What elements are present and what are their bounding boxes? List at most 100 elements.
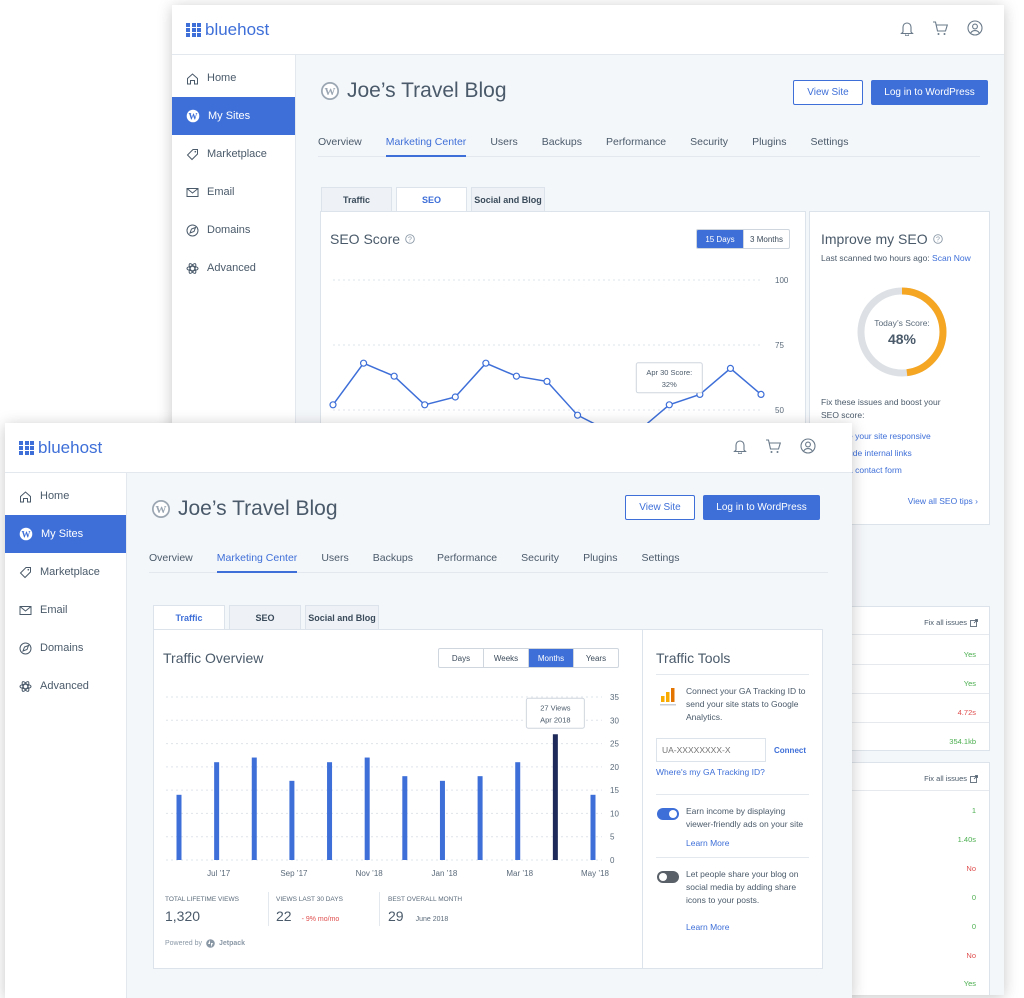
wordpress-icon: W [321,82,339,100]
site-nav-tabs: Overview Marketing Center Users Backups … [318,133,980,157]
sidebar-item-email[interactable]: Email [172,173,295,211]
data-point [421,401,429,409]
ads-toggle[interactable] [657,808,679,820]
data-point [512,372,521,380]
fix-all-issues-link[interactable]: Fix all issues [924,772,978,785]
login-wordpress-button[interactable]: Log in to WordPress [871,80,988,105]
user-icon[interactable] [800,438,816,454]
x-tick-label: Jul ’17 [207,869,231,878]
sidebar-item-my-sites[interactable]: W My Sites [172,97,295,135]
fix-issues-text: Fix these issues and boost your SEO scor… [821,397,941,420]
range-15-days[interactable]: 15 Days [697,230,743,248]
range-months[interactable]: Months [528,649,573,667]
share-toggle[interactable] [657,871,679,883]
tab-backups[interactable]: Backups [541,136,583,148]
sidebar-item-marketplace[interactable]: Marketplace [5,553,126,591]
seo-tip-1[interactable]: e your site responsive [848,431,931,441]
tab-users[interactable]: Users [490,136,518,148]
tab-backups[interactable]: Backups [372,552,414,564]
wordpress-icon: W [19,527,33,541]
tab-marketing-center[interactable]: Marketing Center [216,549,298,573]
sidebar-item-domains[interactable]: Domains [172,211,295,249]
tab-settings[interactable]: Settings [810,136,849,148]
x-tick-label: Mar ’18 [506,869,533,878]
fix-all-issues-link[interactable]: Fix all issues [924,616,978,629]
wordpress-icon: W [152,500,170,518]
subtab-seo[interactable]: SEO [396,187,467,212]
subtab-social-blog[interactable]: Social and Blog [471,187,545,212]
ga-tracking-id-input[interactable] [656,738,766,762]
sidebar-item-advanced[interactable]: Advanced [172,249,295,287]
y-tick-label: 15 [610,786,619,795]
seo-tip-2[interactable]: ude internal links [848,448,912,458]
where-ga-id-link[interactable]: Where's my GA Tracking ID? [656,767,765,777]
login-wordpress-button[interactable]: Log in to WordPress [703,495,820,520]
user-icon[interactable] [967,20,983,36]
issue-value: 4.72s [957,708,976,717]
y-tick-label: 35 [610,693,619,702]
tab-security[interactable]: Security [690,136,729,148]
traffic-bar [590,794,596,860]
view-site-button[interactable]: View Site [625,495,695,520]
traffic-range-toggle: Days Weeks Months Years [438,648,619,668]
help-icon[interactable]: ? [932,234,943,244]
bell-icon[interactable] [733,439,747,454]
powered-by-jetpack: Powered by Jetpack [165,939,246,948]
subtab-social-blog[interactable]: Social and Blog [305,605,379,630]
tab-performance[interactable]: Performance [606,136,667,148]
tab-overview[interactable]: Overview [318,136,362,148]
data-point [451,393,459,401]
subtab-traffic[interactable]: Traffic [153,605,225,630]
top-bar: bluehost [172,5,1004,55]
traffic-bar [402,776,408,860]
connect-button[interactable]: Connect [774,746,806,755]
range-3-months[interactable]: 3 Months [743,230,789,248]
sidebar-item-marketplace[interactable]: Marketplace [172,135,295,173]
tab-settings[interactable]: Settings [641,552,680,564]
traffic-bar [552,734,558,860]
cart-icon[interactable] [765,438,782,454]
range-days[interactable]: Days [451,653,471,663]
bell-icon[interactable] [900,21,914,36]
range-weeks[interactable]: Weeks [483,649,528,667]
tab-plugins[interactable]: Plugins [752,136,787,148]
data-point [329,401,337,409]
compass-icon [19,642,32,654]
tab-plugins[interactable]: Plugins [583,552,618,564]
share-learn-more[interactable]: Learn More [686,922,730,932]
subtab-traffic[interactable]: Traffic [321,187,392,212]
bluehost-logo[interactable]: bluehost [186,20,269,40]
range-years[interactable]: Years [573,649,618,667]
tooltip-value: 32% [662,380,677,389]
issue-value: 0 [971,893,976,902]
x-tick-label: Nov ’18 [356,869,384,878]
cart-icon[interactable] [932,20,949,36]
sidebar-item-advanced[interactable]: Advanced [5,667,126,705]
tag-icon [19,566,31,578]
sidebar-item-email[interactable]: Email [5,591,126,629]
tab-marketing-center[interactable]: Marketing Center [385,133,467,157]
tab-security[interactable]: Security [521,552,560,564]
issue-value: No [966,951,976,960]
ads-learn-more[interactable]: Learn More [686,838,730,848]
bluehost-logo[interactable]: bluehost [19,438,102,458]
view-site-button[interactable]: View Site [793,80,863,105]
page-title: W Joe’s Travel Blog [320,79,507,103]
traffic-tools-title: Traffic Tools [656,650,731,666]
tab-users[interactable]: Users [321,552,349,564]
sidebar-item-my-sites[interactable]: W My Sites [5,515,126,553]
tab-overview[interactable]: Overview [149,552,193,564]
traffic-bar [439,780,445,860]
tab-performance[interactable]: Performance [437,552,498,564]
sidebar-item-home[interactable]: Home [5,477,126,515]
svg-text:W: W [22,530,31,540]
seo-tip-3[interactable]: a contact form [848,465,902,475]
tooltip-views: 27 Views [540,703,571,712]
scan-now-link[interactable]: Scan Now [932,253,971,263]
help-icon[interactable]: ? [405,234,415,244]
view-all-seo-tips[interactable]: View all SEO tips › [907,496,978,506]
sidebar-item-domains[interactable]: Domains [5,629,126,667]
subtab-seo[interactable]: SEO [229,605,301,630]
traffic-bar [364,757,370,860]
sidebar-item-home[interactable]: Home [172,59,295,97]
